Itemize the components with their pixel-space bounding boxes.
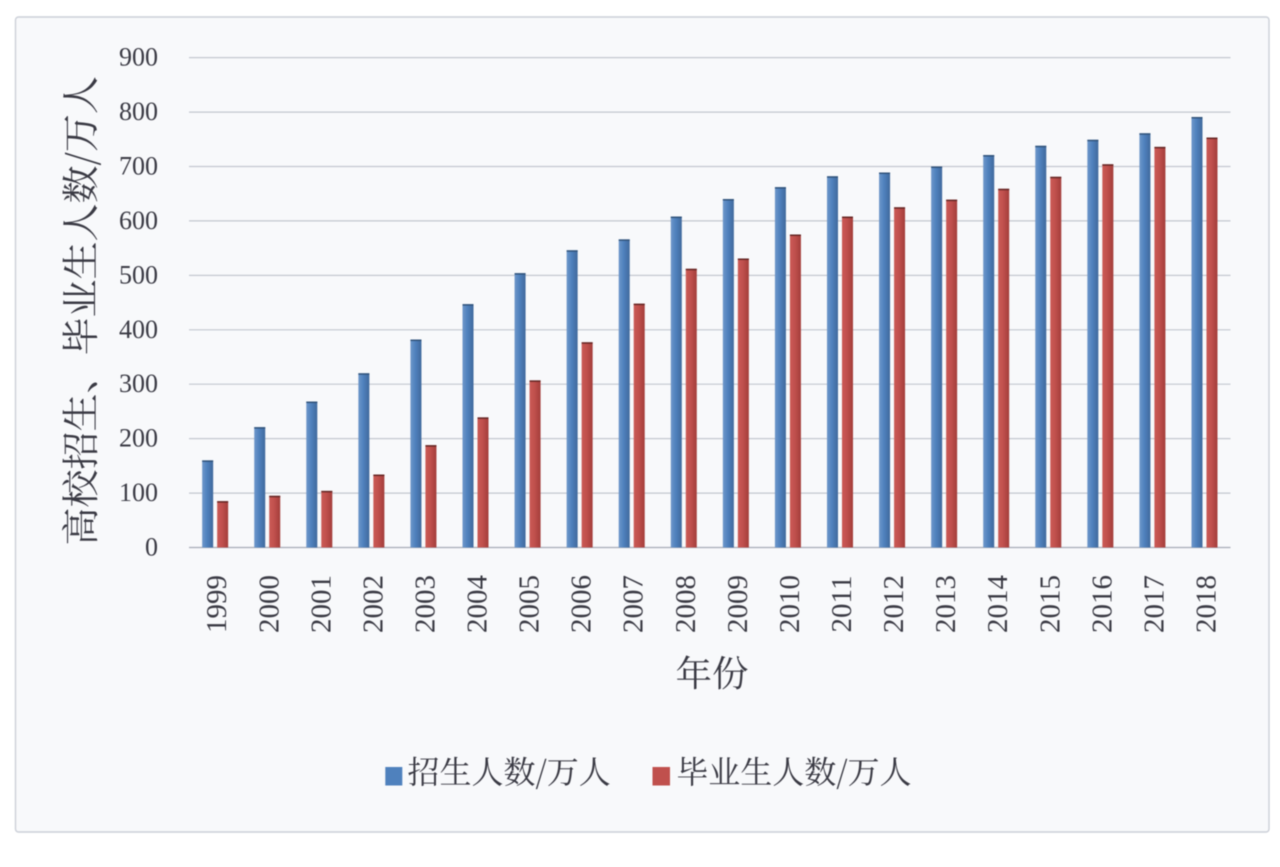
svg-text:500: 500 — [119, 260, 158, 289]
svg-text:2010: 2010 — [774, 575, 806, 633]
svg-text:2017: 2017 — [1138, 575, 1170, 633]
svg-text:2003: 2003 — [409, 575, 441, 633]
svg-text:2018: 2018 — [1191, 575, 1223, 633]
svg-text:2000: 2000 — [253, 575, 285, 633]
svg-text:2014: 2014 — [982, 575, 1014, 634]
svg-text:2002: 2002 — [357, 575, 389, 633]
svg-text:2008: 2008 — [670, 575, 702, 633]
svg-text:2016: 2016 — [1086, 575, 1118, 633]
svg-text:300: 300 — [119, 369, 158, 398]
svg-text:700: 700 — [119, 152, 158, 181]
svg-text:2005: 2005 — [514, 575, 546, 633]
svg-text:0: 0 — [145, 533, 158, 562]
svg-text:1999: 1999 — [201, 575, 233, 633]
svg-text:2012: 2012 — [878, 575, 910, 633]
svg-text:900: 900 — [119, 43, 158, 72]
svg-text:2006: 2006 — [566, 575, 598, 633]
svg-text:200: 200 — [119, 424, 158, 453]
svg-text:2011: 2011 — [826, 576, 858, 633]
svg-text:2009: 2009 — [722, 575, 754, 633]
svg-text:2001: 2001 — [305, 575, 337, 633]
svg-text:2004: 2004 — [462, 575, 494, 634]
svg-text:2013: 2013 — [930, 575, 962, 633]
svg-text:2015: 2015 — [1034, 575, 1066, 633]
svg-text:2007: 2007 — [618, 575, 650, 633]
svg-text:600: 600 — [119, 206, 158, 235]
svg-text:100: 100 — [119, 478, 158, 507]
svg-text:400: 400 — [119, 315, 158, 344]
svg-text:800: 800 — [119, 97, 158, 126]
